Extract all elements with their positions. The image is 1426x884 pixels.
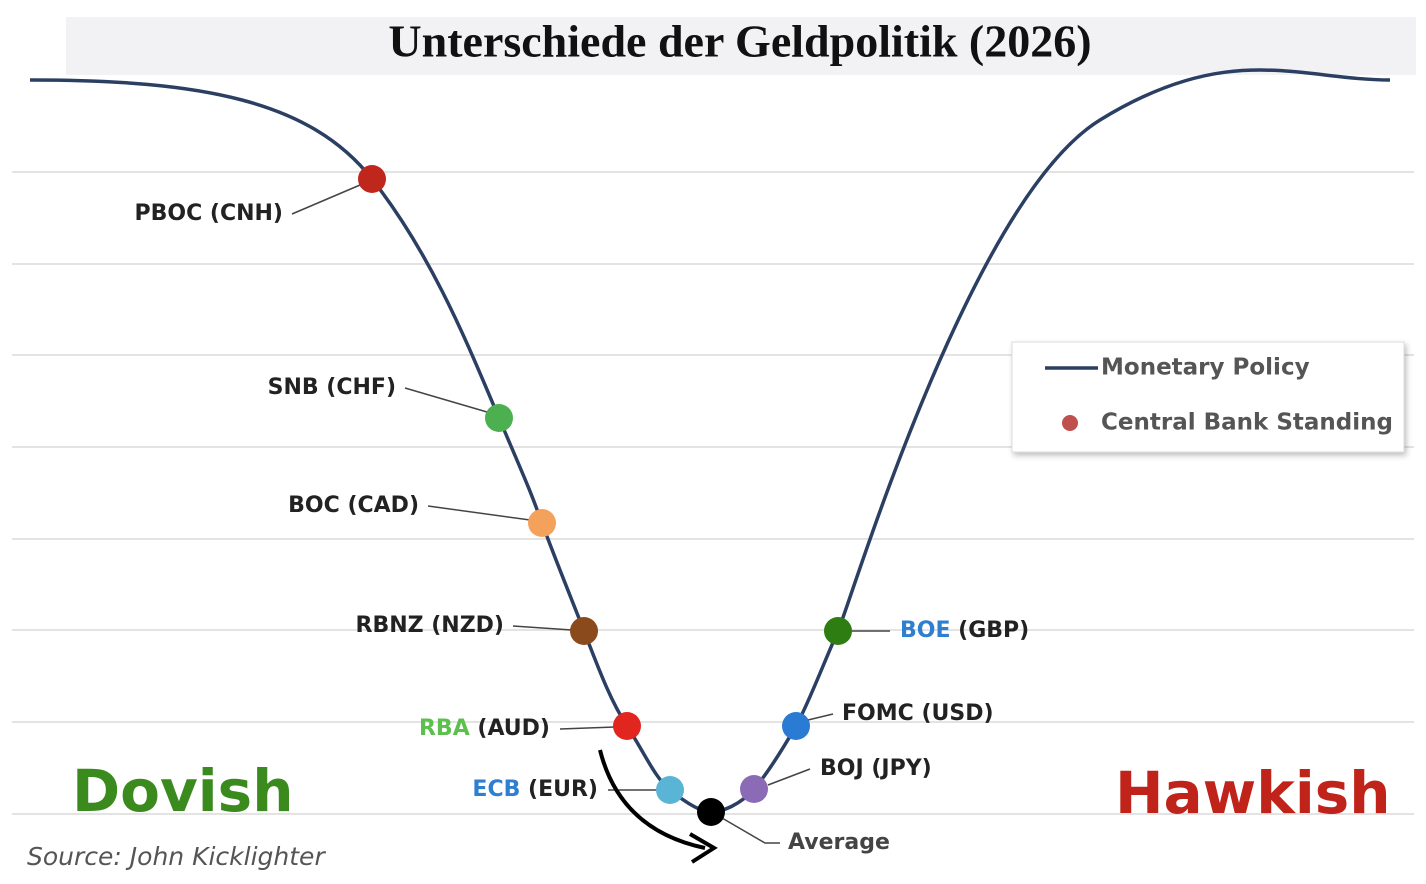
bank-dot — [358, 165, 386, 193]
bank-label: BOE (GBP) — [900, 618, 1029, 643]
bank-dot — [613, 712, 641, 740]
bank-dot — [656, 776, 684, 804]
bank-currency: (AUD) — [477, 716, 550, 741]
bank-name: ECB — [472, 777, 520, 802]
bank-currency: (GBP) — [958, 618, 1029, 643]
dovish-label: Dovish — [72, 757, 294, 825]
bank-label: SNB (CHF) — [268, 375, 396, 400]
bank-currency: (CAD) — [347, 493, 419, 518]
legend-label: Central Bank Standing — [1101, 410, 1393, 436]
bank-name: RBA — [419, 716, 470, 741]
bank-label: RBNZ (NZD) — [356, 613, 505, 638]
legend-label: Monetary Policy — [1101, 355, 1310, 381]
bank-name: RBNZ — [356, 613, 424, 638]
average-dot — [697, 798, 725, 826]
title-bar — [66, 17, 1416, 75]
bank-name: PBOC — [134, 201, 202, 226]
bank-currency: (NZD) — [431, 613, 504, 638]
bank-name: BOE — [900, 618, 951, 643]
bank-dot — [782, 712, 810, 740]
bank-currency: (EUR) — [528, 777, 598, 802]
bank-label: PBOC (CNH) — [134, 201, 283, 226]
bank-label: RBA (AUD) — [419, 716, 550, 741]
arrow-head — [688, 832, 718, 864]
arrow — [598, 749, 706, 850]
bank-label: BOJ (JPY) — [820, 756, 932, 781]
legend-box — [1011, 341, 1405, 453]
bank-currency: (CNH) — [210, 201, 283, 226]
hawkish-label: Hawkish — [1115, 759, 1391, 827]
bank-dot — [528, 509, 556, 537]
leader-lines — [291, 184, 890, 844]
bank-name: BOC — [288, 493, 340, 518]
bank-currency: (JPY) — [871, 756, 931, 781]
bank-name: FOMC — [842, 701, 914, 726]
legend-dot — [1062, 415, 1078, 431]
bank-label: BOC (CAD) — [288, 493, 419, 518]
bank-label: FOMC (USD) — [842, 701, 994, 726]
bank-currency: (CHF) — [326, 375, 396, 400]
bank-dot — [824, 617, 852, 645]
bank-dot — [570, 617, 598, 645]
bank-dot — [740, 775, 768, 803]
title: Unterschiede der Geldpolitik (2026) — [388, 16, 1091, 67]
bank-dot — [485, 404, 513, 432]
source: Source: John Kicklighter — [27, 842, 326, 871]
average-label: Average — [788, 830, 890, 855]
bank-name: SNB — [268, 375, 319, 400]
bank-currency: (USD) — [921, 701, 993, 726]
bank-name: BOJ — [820, 756, 864, 781]
bank-label: ECB (EUR) — [472, 777, 598, 802]
grid — [12, 171, 1414, 815]
